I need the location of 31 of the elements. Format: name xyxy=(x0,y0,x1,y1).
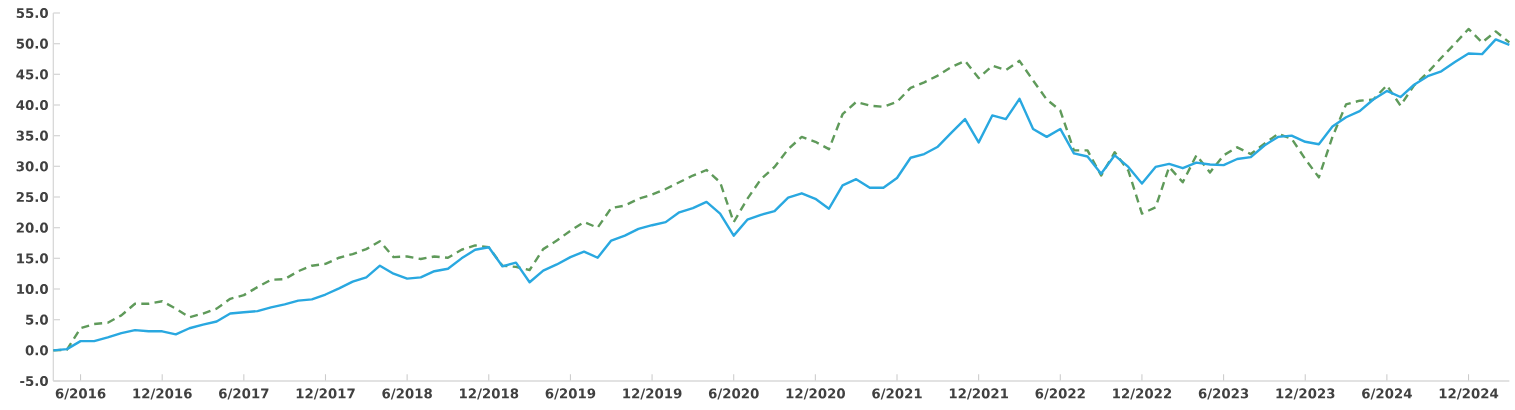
x-tick-label: 6/2016 xyxy=(55,388,106,400)
x-tick-label: 12/2018 xyxy=(460,388,519,400)
x-tick-label: 6/2018 xyxy=(382,388,432,400)
x-tick-label: 12/2023 xyxy=(1276,388,1335,400)
x-tick-label: 12/2024 xyxy=(1439,388,1499,400)
x-tick-label: 6/2017 xyxy=(219,388,269,400)
y-tick-label: 40.0 xyxy=(16,99,48,111)
x-tick-label: 12/2022 xyxy=(1113,388,1172,400)
x-tick-label: 6/2019 xyxy=(545,388,596,400)
x-tick-label: 12/2020 xyxy=(786,388,845,400)
y-tick-label: 35.0 xyxy=(16,130,48,141)
y-tick-label: 0.0 xyxy=(25,345,48,356)
y-tick-label: -5.0 xyxy=(20,375,48,387)
y-tick-label: 25.0 xyxy=(16,191,48,203)
x-tick-label: 12/2019 xyxy=(623,388,682,400)
x-tick-label: 6/2024 xyxy=(1362,388,1412,400)
x-tick-label: 12/2017 xyxy=(296,388,355,400)
x-tick-label: 12/2021 xyxy=(949,388,1009,400)
x-tick-label: 6/2020 xyxy=(708,388,759,400)
x-tick-label: 6/2022 xyxy=(1035,388,1085,400)
x-tick-label: 6/2021 xyxy=(872,388,922,400)
y-tick-label: 20.0 xyxy=(16,222,48,233)
y-tick-label: 10.0 xyxy=(17,283,48,295)
y-tick-label: 5.0 xyxy=(26,314,48,325)
y-tick-label: 30.0 xyxy=(16,161,48,172)
y-tick-label: 50.0 xyxy=(16,38,48,49)
y-tick-label: 15.0 xyxy=(17,253,48,264)
x-tick-label: 6/2023 xyxy=(1198,388,1249,400)
x-tick-label: 12/2016 xyxy=(133,388,192,400)
y-tick-label: 55.0 xyxy=(16,7,48,19)
y-tick-label: 45.0 xyxy=(16,69,48,80)
